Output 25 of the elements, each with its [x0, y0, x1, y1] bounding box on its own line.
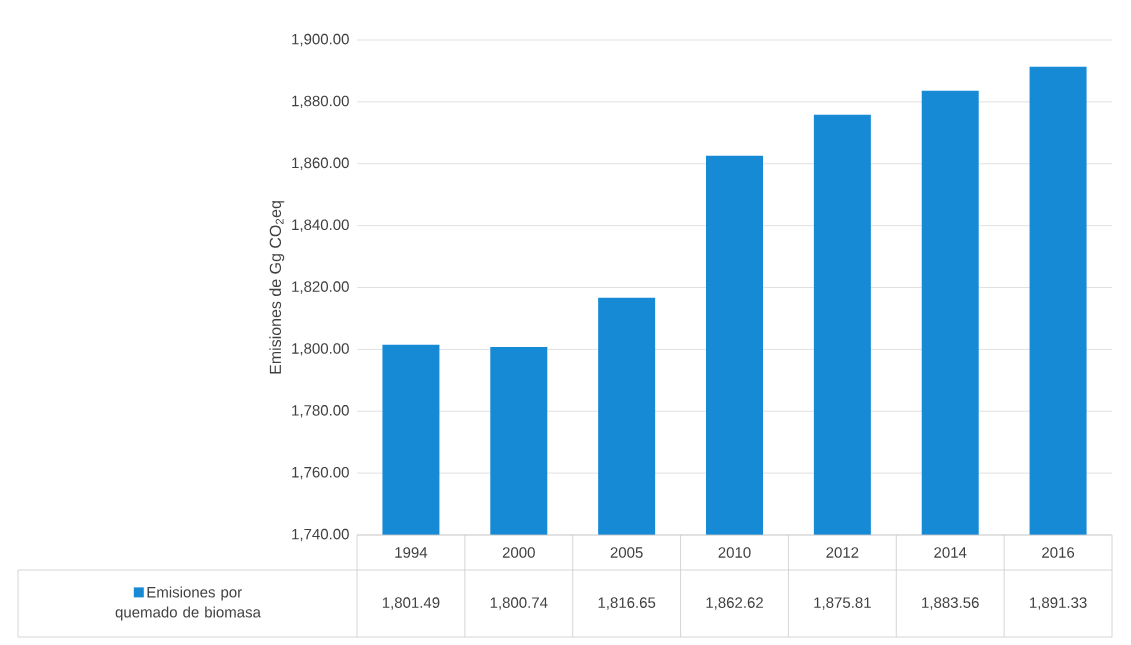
x-tick-label: 2005 — [610, 547, 643, 558]
x-tick-label: 2014 — [934, 547, 967, 558]
y-tick-label: 1,860.00 — [292, 157, 349, 170]
x-tick-label: 2010 — [718, 547, 751, 558]
x-tick-label: 2012 — [826, 547, 859, 558]
data-label: 1,816.65 — [598, 597, 656, 610]
data-label: 1,875.81 — [814, 597, 871, 610]
data-label: 1,883.56 — [922, 597, 979, 610]
y-tick-label: 1,780.00 — [292, 405, 349, 418]
x-tick-label: 1994 — [395, 547, 428, 558]
y-tick-label: 1,800.00 — [292, 343, 349, 356]
y-axis-title: Emisiones de Gg CO$_{2}$eq — [269, 201, 285, 374]
y-tick-label: 1,900.00 — [292, 33, 349, 47]
y-tick-label: 1,840.00 — [292, 219, 349, 232]
y-tick-label: 1,880.00 — [292, 95, 349, 109]
data-label: 1,800.74 — [490, 597, 548, 610]
data-label: 1,891.33 — [1030, 597, 1087, 610]
legend-label: Emisiones por quemado de biomasa — [115, 586, 261, 621]
y-tick-label: 1,740.00 — [292, 528, 349, 542]
y-tick-label: 1,760.00 — [292, 466, 349, 480]
data-label: 1,862.62 — [706, 597, 763, 610]
y-tick-label: 1,820.00 — [292, 281, 349, 294]
x-tick-label: 2000 — [502, 547, 535, 558]
x-tick-label: 2016 — [1042, 547, 1075, 558]
data-label: 1,801.49 — [382, 597, 440, 610]
